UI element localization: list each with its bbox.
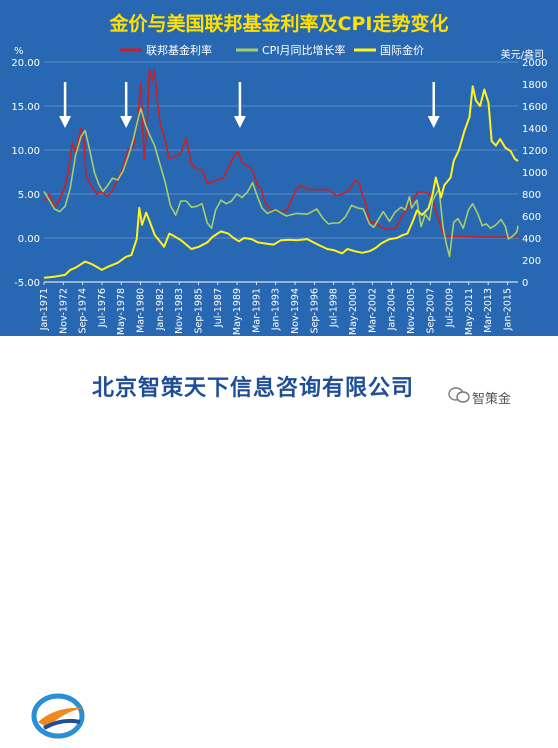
x-tick-label: Jul-1987: [213, 288, 224, 328]
x-tick-label: Sep-1996: [309, 288, 320, 334]
y-right-tick-label: 400: [522, 234, 541, 245]
company-name: 北京智策天下信息咨询有限公司: [92, 376, 415, 401]
y-right-tick-label: 1400: [522, 124, 547, 135]
x-tick-label: Mar-1991: [251, 288, 262, 333]
x-tick-label: Sep-2007: [425, 288, 436, 334]
y-left-tick-label: 10.00: [11, 146, 40, 157]
x-tick-label: Jan-2015: [502, 288, 513, 331]
x-tick-label: Sep-1985: [194, 288, 205, 334]
chart-panel: 金价与美国联邦基金利率及CPI走势变化 -5.00 0.00 5.00 10.00 15.…: [0, 0, 558, 336]
series-line-0: [43, 69, 519, 238]
x-tick-label: Nov-1983: [174, 288, 185, 334]
legend-label-2: 国际金价: [380, 43, 424, 57]
legend-label-1: CPI月同比增长率: [262, 43, 346, 57]
y-left-tick-label: 0.00: [18, 234, 40, 245]
x-tick-label: Mar-1980: [136, 288, 147, 333]
y-right-tick-label: 600: [522, 212, 541, 223]
x-tick-label: Sep-1974: [78, 288, 89, 334]
x-tick-label: Mar-2013: [483, 288, 494, 333]
arrow-head-2: [233, 116, 246, 128]
arrow-head-3: [427, 116, 440, 128]
legend-label-0: 联邦基金利率: [146, 43, 212, 57]
x-tick-label: Jan-2004: [387, 288, 398, 331]
y-left-tick-label: 20.00: [11, 58, 40, 69]
x-tick-label: Mar-2002: [367, 288, 378, 333]
arrow-head-1: [120, 116, 133, 128]
y-right-tick-label: 0: [522, 278, 528, 289]
y-right-tick-label: 1800: [522, 80, 547, 91]
x-tick-label: Jan-1971: [39, 288, 50, 331]
wechat-icon: [448, 387, 470, 403]
x-tick-label: May-1989: [232, 288, 243, 335]
x-tick-label: Jul-2009: [445, 288, 456, 328]
y-right-tick-label: 200: [522, 256, 541, 267]
x-tick-label: May-1978: [116, 288, 127, 335]
x-tick-label: Jul-1998: [329, 288, 340, 328]
x-tick-label: Jan-1993: [271, 288, 282, 331]
y-right-tick-label: 800: [522, 190, 541, 201]
x-tick-label: May-2011: [464, 288, 475, 335]
arrow-head-0: [59, 116, 72, 128]
company-logo: [31, 693, 85, 739]
x-tick-label: Jul-1976: [97, 288, 108, 328]
y-left-unit: %: [14, 46, 24, 57]
series-line-2: [43, 85, 519, 279]
y-left-tick-label: 15.00: [11, 102, 40, 113]
y-right-tick-label: 1000: [522, 168, 547, 179]
x-tick-label: Nov-1994: [290, 288, 301, 334]
chart-title: 金价与美国联邦基金利率及CPI走势变化: [109, 12, 449, 35]
x-tick-label: May-2000: [348, 288, 359, 335]
y-right-unit: 美元/盎司: [501, 48, 544, 61]
x-tick-label: Jan-1982: [155, 288, 166, 331]
chart-svg: 金价与美国联邦基金利率及CPI走势变化 -5.00 0.00 5.00 10.00 15.…: [11, 12, 547, 335]
y-left-tick-label: -5.00: [14, 278, 40, 289]
y-right-tick-label: 1200: [522, 146, 547, 157]
y-right-tick-label: 2000: [522, 58, 547, 69]
x-tick-label: Nov-2005: [406, 288, 417, 334]
wechat-account: 智策金: [472, 392, 512, 407]
y-left-tick-label: 5.00: [18, 190, 40, 201]
x-tick-label: Nov-1972: [58, 288, 69, 334]
y-right-tick-label: 1600: [522, 102, 547, 113]
series-line-1: [43, 107, 519, 258]
